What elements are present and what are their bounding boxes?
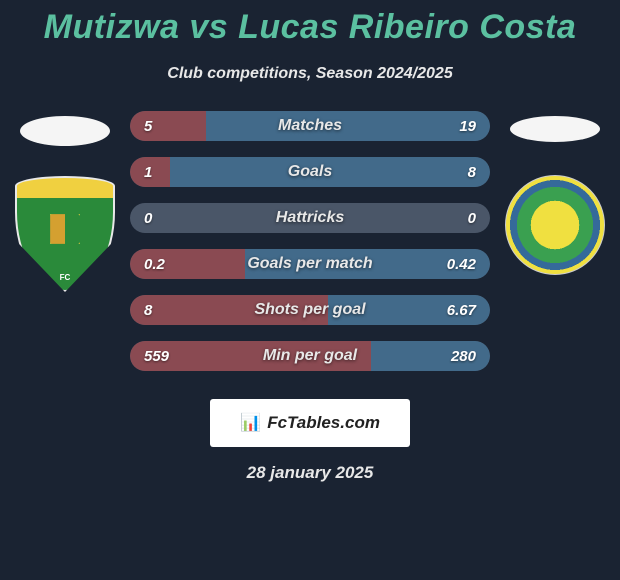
stat-row: 5 19 Matches [130, 111, 490, 141]
stat-value-left: 8 [144, 302, 152, 319]
shield-fc-text: FC [60, 273, 71, 282]
left-player-side: FC [10, 111, 120, 387]
right-player-side [500, 111, 610, 387]
stat-value-left: 5 [144, 118, 152, 135]
stat-value-right: 6.67 [447, 302, 476, 319]
left-flag-icon [20, 116, 110, 146]
stat-value-left: 0 [144, 210, 152, 227]
stat-label: Goals per match [247, 255, 372, 273]
branding-text: FcTables.com [267, 413, 380, 433]
stat-row: 0 0 Hattricks [130, 203, 490, 233]
stat-row: 0.2 0.42 Goals per match [130, 249, 490, 279]
page-subtitle: Club competitions, Season 2024/2025 [0, 65, 620, 83]
stat-value-left: 559 [144, 348, 169, 365]
stat-label: Shots per goal [254, 301, 365, 319]
left-club-badge: FC [15, 176, 115, 292]
stat-label: Matches [278, 117, 342, 135]
branding-badge: 📊 FcTables.com [210, 399, 410, 447]
stat-label: Goals [288, 163, 332, 181]
stat-value-right: 280 [451, 348, 476, 365]
stat-row: 8 6.67 Shots per goal [130, 295, 490, 325]
stat-value-right: 19 [459, 118, 476, 135]
stat-value-right: 0.42 [447, 256, 476, 273]
right-flag-icon [510, 116, 600, 142]
comparison-container: FC 5 19 Matches 1 8 Goals 0 0 Hattricks 0.2 0.42 Go… [0, 111, 620, 387]
stat-bar-left [130, 111, 206, 141]
stat-value-right: 8 [468, 164, 476, 181]
stat-row: 559 280 Min per goal [130, 341, 490, 371]
page-title: Mutizwa vs Lucas Ribeiro Costa [0, 0, 620, 47]
stat-value-right: 0 [468, 210, 476, 227]
stat-label: Hattricks [276, 209, 344, 227]
stat-value-left: 0.2 [144, 256, 165, 273]
date-text: 28 january 2025 [0, 463, 620, 483]
shield-icon: FC [15, 176, 115, 292]
right-club-badge [505, 175, 605, 275]
chart-icon: 📊 [240, 413, 261, 433]
stat-label: Min per goal [263, 347, 357, 365]
stat-value-left: 1 [144, 164, 152, 181]
stats-list: 5 19 Matches 1 8 Goals 0 0 Hattricks 0.2 0.42 Goals… [120, 111, 500, 387]
stat-bar-right [206, 111, 490, 141]
stat-row: 1 8 Goals [130, 157, 490, 187]
